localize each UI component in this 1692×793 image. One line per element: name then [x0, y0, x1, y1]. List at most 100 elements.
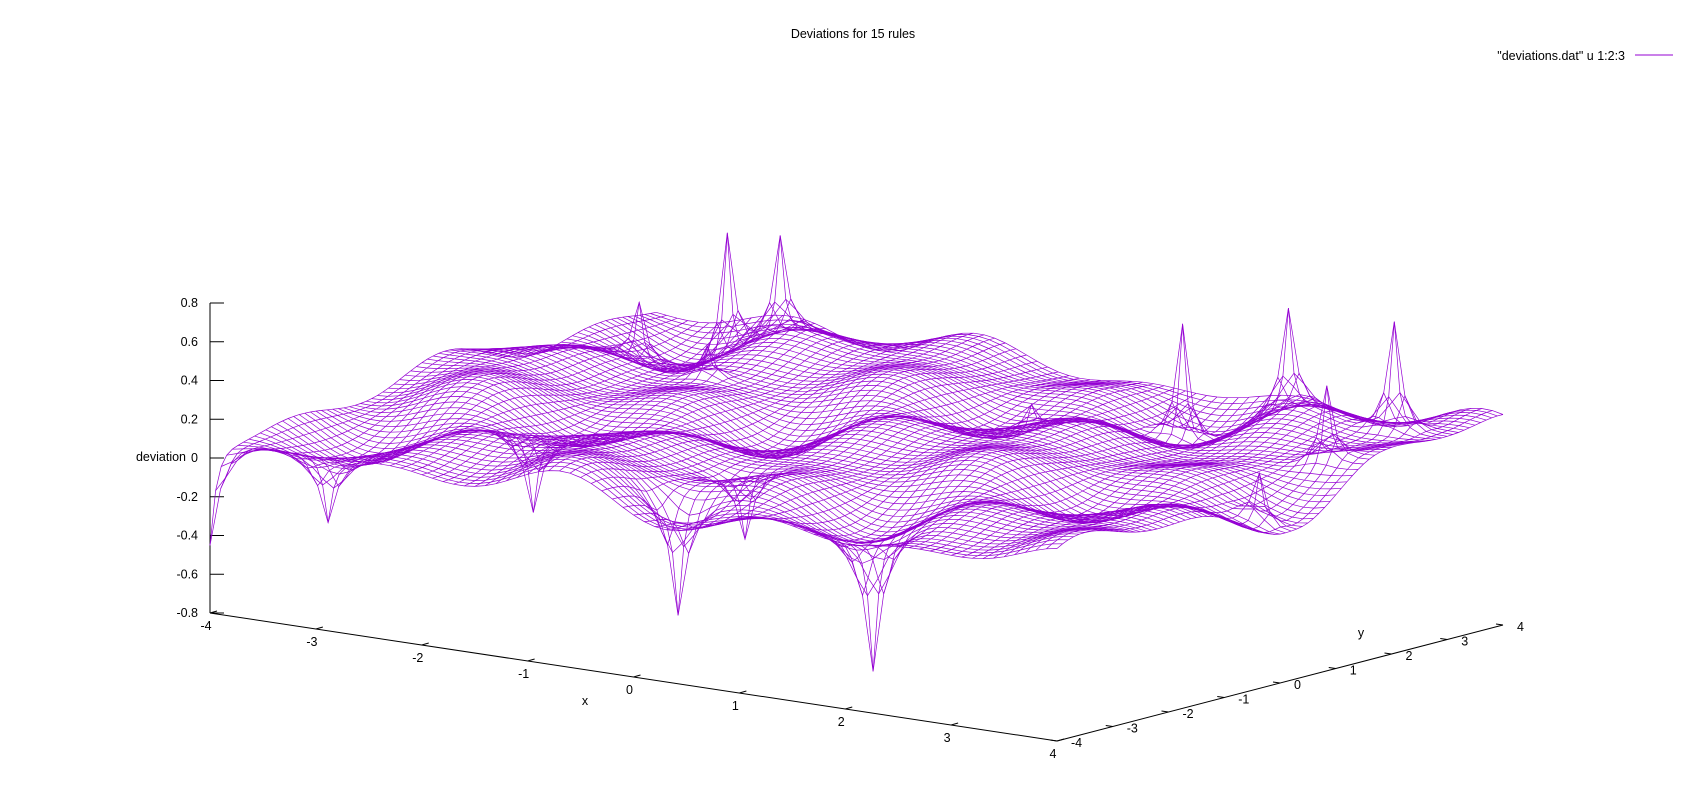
mesh-line-y: [516, 332, 964, 478]
mesh-line-y: [633, 377, 1080, 616]
y-tick-mark: [1105, 725, 1113, 727]
y-tick-label: -2: [1183, 707, 1194, 721]
mesh-line-y: [231, 317, 678, 465]
mesh-line-y: [739, 390, 1186, 520]
surface-mesh: [209, 232, 1504, 672]
mesh-line-y: [389, 235, 837, 467]
mesh-line-y: [1056, 414, 1504, 549]
mesh-line-x: [483, 346, 1331, 503]
y-tick-label: 3: [1461, 635, 1468, 649]
mesh-line-y: [453, 339, 900, 485]
y-tick-label: 4: [1517, 620, 1524, 634]
mesh-line-y: [273, 322, 720, 469]
x-tick-mark: [527, 658, 535, 662]
mesh-line-y: [368, 323, 815, 464]
y-axis-label: y: [1358, 626, 1365, 640]
x-tick-label: -4: [200, 619, 211, 633]
mesh-line-y: [485, 340, 932, 486]
mesh-line-y: [898, 307, 1345, 547]
y-tick-mark: [1440, 638, 1448, 640]
mesh-line-y: [421, 328, 868, 513]
mesh-line-y: [209, 311, 657, 546]
x-tick-mark: [315, 626, 324, 630]
mesh-line-y: [760, 395, 1207, 531]
mesh-line-y: [908, 372, 1355, 548]
mesh-line-y: [834, 394, 1281, 597]
z-tick-label: -0.2: [176, 490, 198, 504]
mesh-line-y: [379, 301, 826, 465]
mesh-line-y: [686, 380, 1133, 531]
z-tick-label: -0.4: [176, 529, 198, 543]
mesh-line-y: [1014, 385, 1461, 555]
x-tick-label: 2: [838, 715, 845, 729]
mesh-line-y: [220, 314, 667, 489]
mesh-line-y: [548, 337, 995, 471]
mesh-line-y: [474, 343, 921, 487]
mesh-line-y: [400, 298, 847, 469]
mesh-line-y: [929, 404, 1377, 552]
mesh-line-y: [241, 320, 688, 454]
z-tick-label: -0.6: [176, 567, 198, 581]
mesh-line-y: [993, 391, 1440, 559]
x-tick-label: 0: [626, 683, 633, 697]
mesh-line-y: [358, 319, 805, 463]
y-tick-mark: [1217, 696, 1225, 698]
z-axis-label: deviation: [136, 450, 186, 464]
mesh-line-y: [728, 387, 1175, 521]
mesh-line-y: [961, 418, 1408, 558]
mesh-line-y: [1046, 410, 1493, 550]
mesh-line-y: [940, 410, 1387, 554]
mesh-line-y: [887, 376, 1334, 547]
mesh-line-y: [1035, 408, 1482, 551]
mesh-line-y: [1024, 407, 1472, 553]
mesh-line-y: [326, 314, 773, 463]
x-tick-label: -2: [412, 651, 423, 665]
mesh-line-y: [601, 366, 1048, 492]
mesh-line-y: [315, 302, 763, 471]
y-tick-mark: [1161, 710, 1169, 713]
mesh-line-y: [411, 319, 858, 472]
mesh-line-y: [771, 396, 1218, 537]
mesh-line-y: [537, 334, 985, 473]
x-tick-label: -3: [306, 635, 317, 649]
y-tick-label: 0: [1294, 678, 1301, 692]
mesh-line-y: [622, 375, 1069, 546]
mesh-line-y: [1003, 321, 1451, 558]
y-tick-label: 2: [1406, 649, 1413, 663]
mesh-line-y: [781, 397, 1228, 541]
mesh-line-y: [612, 371, 1059, 511]
mesh-line-y: [432, 332, 879, 479]
y-tick-label: -3: [1127, 722, 1138, 736]
mesh-line-y: [718, 385, 1165, 523]
y-tick-mark: [1384, 652, 1392, 655]
mesh-line-y: [305, 317, 752, 488]
mesh-line-y: [506, 334, 953, 482]
x-tick-mark: [845, 706, 853, 710]
x-tick-mark: [739, 690, 747, 694]
chart-title: Deviations for 15 rules: [791, 27, 915, 41]
axes: [209, 302, 1504, 742]
mesh-line-y: [749, 393, 1197, 524]
mesh-line-y: [866, 399, 1313, 560]
y-tick-mark: [1049, 739, 1058, 742]
x-axis-label: x: [582, 694, 589, 708]
z-tick-label: 0.8: [181, 296, 198, 310]
x-tick-label: -1: [518, 667, 529, 681]
x-tick-mark: [950, 722, 959, 726]
z-tick-label: -0.8: [176, 606, 198, 620]
mesh-line-y: [442, 336, 889, 482]
y-tick-label: -1: [1238, 693, 1249, 707]
mesh-line-x: [600, 232, 1448, 441]
mesh-line-y: [569, 348, 1017, 474]
x-tick-mark: [421, 642, 429, 646]
mesh-line-y: [495, 337, 942, 484]
z-tick-label: 0.4: [181, 374, 198, 388]
mesh-line-y: [696, 381, 1144, 529]
mesh-line-y: [813, 396, 1260, 547]
y-tick-mark: [1328, 667, 1336, 669]
x-tick-label: 4: [1050, 747, 1057, 761]
legend: "deviations.dat" u 1:2:3: [1497, 49, 1673, 63]
mesh-line-x: [237, 445, 1085, 672]
z-tick-label: 0: [191, 451, 198, 465]
